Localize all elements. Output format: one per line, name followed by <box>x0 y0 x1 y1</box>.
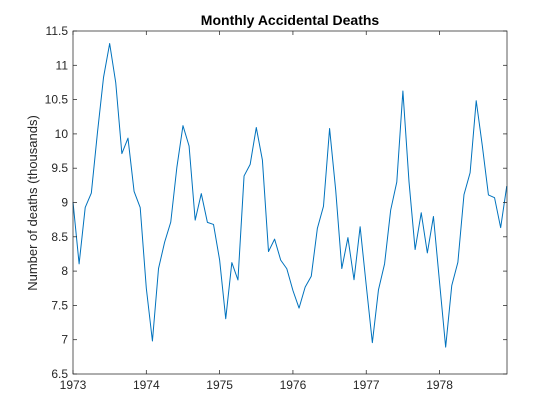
y-tick-label: 9 <box>61 196 68 210</box>
y-tick-label: 7 <box>61 333 68 347</box>
y-axis-label: Number of deaths (thousands) <box>25 115 40 291</box>
y-tick-label: 7.5 <box>51 298 68 312</box>
x-tick-label: 1976 <box>280 378 307 392</box>
series-line <box>72 43 508 348</box>
plot-background <box>73 31 507 374</box>
y-tick-label: 6.5 <box>51 367 68 381</box>
x-tick-label: 1977 <box>353 378 380 392</box>
y-tick-label: 10 <box>55 127 69 141</box>
x-tick-label: 1975 <box>206 378 233 392</box>
y-tick-label: 11.5 <box>46 24 69 38</box>
y-tick-label: 11 <box>56 58 69 72</box>
y-tick-label: 8.5 <box>51 230 68 244</box>
chart-title: Monthly Accidental Deaths <box>201 12 380 28</box>
y-tick-label: 9.5 <box>51 161 68 175</box>
x-tick-label: 1978 <box>426 378 453 392</box>
y-tick-label: 8 <box>61 264 68 278</box>
y-tick-label: 10.5 <box>45 93 69 107</box>
x-tick-label: 1973 <box>60 378 87 392</box>
x-tick-label: 1974 <box>133 378 160 392</box>
plot-area: 1973 1974 1975 1976 1977 1978 6.5 7 7.5 8 8.5 9 9.5 1… <box>45 24 508 392</box>
